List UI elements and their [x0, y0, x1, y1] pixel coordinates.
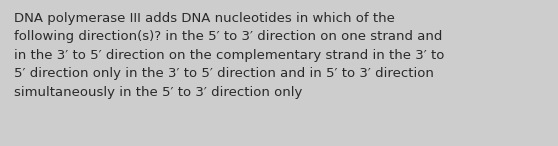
- Text: DNA polymerase III adds DNA nucleotides in which of the
following direction(s)? : DNA polymerase III adds DNA nucleotides …: [14, 12, 444, 99]
